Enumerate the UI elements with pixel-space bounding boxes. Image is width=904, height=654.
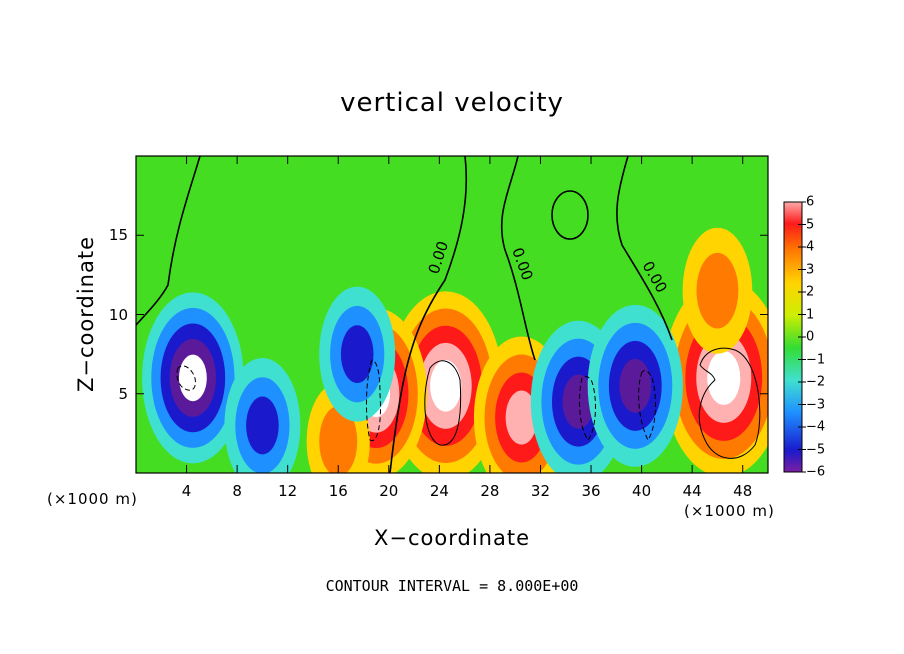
field-cell-7-level-3 [619, 358, 652, 413]
y-tick-label: 15 [108, 226, 128, 245]
x-tick-label: 24 [429, 482, 449, 500]
x-tick-label: 44 [682, 482, 702, 500]
colorbar-tick-label: −2 [806, 374, 826, 390]
colorbar-tick-label: 4 [806, 239, 815, 255]
colorbar-tick-label: −4 [806, 419, 826, 435]
colorbar-tick-label: 0 [806, 329, 815, 345]
heatmap-field [136, 156, 768, 473]
colorbar-tick-label: −5 [806, 442, 826, 457]
x-tick-label: 48 [733, 482, 753, 500]
colorbar-tick-label: 1 [806, 307, 815, 322]
x-tick-label: 8 [232, 482, 242, 500]
colorbar-tick-label: 6 [806, 194, 815, 210]
contour-zero-line-2 [389, 156, 468, 473]
contour-dashed-1 [366, 359, 381, 442]
y-tick-label: 10 [108, 305, 128, 324]
y-tick-label: 5 [118, 384, 128, 403]
axis-ticks [136, 156, 768, 473]
contour-dashed-3 [579, 375, 596, 441]
contour-zero-line-3 [500, 156, 536, 361]
colorbar-ticks [798, 201, 806, 473]
x-tick-label: 32 [530, 482, 551, 500]
field-cell-3-level-4 [707, 350, 741, 405]
colorbar-tick-label: 5 [806, 217, 815, 232]
x-axis-label: X−coordinate [374, 526, 530, 550]
x-tick-label: 4 [181, 482, 192, 500]
colorbar-tick-label: 3 [806, 262, 815, 277]
x-tick-label: 20 [379, 482, 399, 500]
field-cell-4-level-1 [696, 252, 739, 329]
field-cell-6-level-3 [562, 374, 595, 429]
contour-lines [136, 156, 761, 473]
contour-inner-2 [698, 347, 761, 459]
contour-interval-note: CONTOUR INTERVAL = 8.000E+00 [325, 577, 579, 595]
x-tick-label: 36 [581, 482, 601, 500]
contour-zero-line-1 [136, 156, 201, 326]
colorbar-tick-label: −3 [806, 397, 826, 412]
contour-inner-1 [424, 360, 462, 446]
x-tick-label: 28 [480, 482, 500, 500]
chart-title: vertical velocity [340, 88, 564, 118]
field-cell-10-level-2 [340, 325, 374, 384]
x-unit-label-left: (×1000 m) [47, 490, 138, 508]
field-cell-9-level-1 [319, 406, 358, 473]
colorbar-tick-label: −1 [806, 352, 826, 367]
x-tick-label: 16 [328, 482, 348, 500]
field-cell-5-level-4 [178, 354, 207, 402]
contour-closed-loop [551, 190, 589, 240]
field-cell-0-level-4 [430, 360, 462, 412]
contour-zero-line-4 [616, 156, 673, 341]
field-cell-8-level-2 [246, 396, 279, 455]
colorbar-tick-label: 2 [806, 284, 815, 300]
x-tick-label: 12 [278, 482, 298, 500]
field-cell-2-level-3 [505, 390, 538, 445]
colorbar-tick-label: −6 [806, 464, 826, 480]
x-tick-label: 40 [632, 482, 652, 500]
contour-dashed-2 [176, 365, 196, 391]
x-unit-label-right: (×1000 m) [684, 502, 775, 520]
